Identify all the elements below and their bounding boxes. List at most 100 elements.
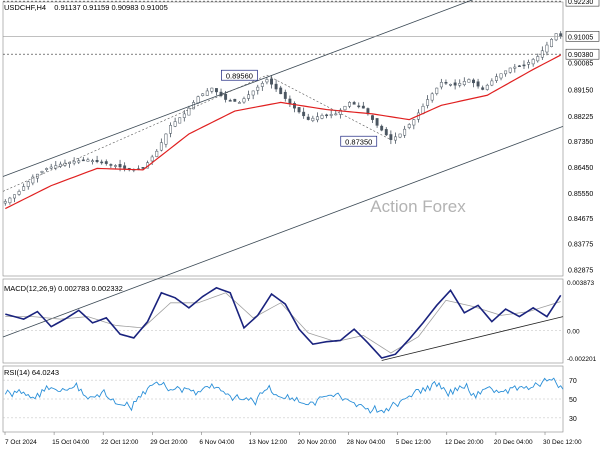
candle-body xyxy=(384,129,388,136)
candle-body xyxy=(306,116,310,120)
candle-body xyxy=(412,119,416,126)
trend-dashed-line xyxy=(2,74,268,192)
candle-body xyxy=(150,156,154,162)
candle-body xyxy=(504,70,508,75)
candle-body xyxy=(554,33,558,41)
moving-average-line xyxy=(5,54,561,210)
candle-body xyxy=(178,117,182,124)
candle-body xyxy=(95,160,99,162)
candle-body xyxy=(22,186,26,191)
watermark: Action Forex xyxy=(370,197,466,216)
price-tick-label: 0.84675 xyxy=(568,216,593,223)
price-tick-label: 0.86450 xyxy=(568,165,593,172)
candle-body xyxy=(182,113,186,118)
candle-body xyxy=(338,109,342,115)
candle-body xyxy=(228,100,232,102)
candle-body xyxy=(394,136,397,141)
candle-body xyxy=(270,78,273,85)
candle-body xyxy=(508,67,512,73)
time-tick-label: 28 Nov 04:00 xyxy=(347,439,386,446)
rsi-tick-label: 50 xyxy=(569,397,577,404)
candle-body xyxy=(77,160,81,163)
candle-body xyxy=(398,133,402,138)
candle-body xyxy=(352,102,356,105)
candle-body xyxy=(559,33,563,37)
candle-body xyxy=(476,81,480,87)
candle-body xyxy=(109,164,113,166)
candle-body xyxy=(210,87,214,92)
macd-signal-line xyxy=(5,292,561,354)
top-level-label: 0.92230 xyxy=(568,0,593,6)
candle-body xyxy=(343,105,347,111)
candle-body xyxy=(237,102,241,104)
candle-body xyxy=(192,102,195,110)
macd-line xyxy=(5,286,562,359)
candle-body xyxy=(375,118,379,126)
candle-body xyxy=(164,133,168,145)
ohlc-text: 0.91137 0.91159 0.90983 0.91005 xyxy=(54,3,168,12)
time-tick-label: 22 Oct 12:00 xyxy=(101,439,139,446)
annotation-box-high xyxy=(221,69,258,81)
candle-body xyxy=(467,79,471,83)
time-tick-label: 5 Dec 12:00 xyxy=(396,439,431,446)
rsi-tick-label: 30 xyxy=(569,416,577,423)
candle-body xyxy=(81,159,85,162)
candle-body xyxy=(462,81,466,85)
chart-symbol-label: USDCHF,H4 0.91137 0.91159 0.90983 0.9100… xyxy=(4,3,168,12)
candle-body xyxy=(3,201,7,204)
candle-body xyxy=(279,87,283,95)
price-tick-label: 0.85550 xyxy=(568,191,593,198)
candle-body xyxy=(517,65,521,67)
candle-body xyxy=(26,181,30,187)
candle-body xyxy=(288,98,292,104)
macd-title: MACD(12,26,9) 0.002783 0.002332 xyxy=(4,284,123,293)
annotation-box-low xyxy=(340,135,378,147)
candle-body xyxy=(494,76,498,81)
candle-body xyxy=(118,164,122,168)
macd-trendline xyxy=(381,316,564,361)
candle-body xyxy=(444,81,448,84)
candle-body xyxy=(256,86,260,91)
top-level-tag-box xyxy=(565,0,600,7)
candle-body xyxy=(63,162,67,166)
candle-body xyxy=(361,105,365,109)
price-pane-frame xyxy=(2,1,564,277)
candle-body xyxy=(31,176,35,184)
annotation-label-low: 0.87350 xyxy=(345,137,372,146)
candle-body xyxy=(527,62,531,65)
candle-body xyxy=(458,83,462,86)
candle-body xyxy=(173,121,177,127)
candle-body xyxy=(449,83,452,86)
candle-body xyxy=(472,79,475,84)
candle-body xyxy=(274,83,278,90)
candle-body xyxy=(104,161,108,164)
candle-body xyxy=(17,191,21,195)
candle-body xyxy=(91,160,94,163)
candle-body xyxy=(224,93,228,100)
time-tick-label: 13 Nov 12:00 xyxy=(248,439,287,446)
candle-body xyxy=(430,93,434,101)
retrace-dashed-line xyxy=(266,74,392,140)
candle-body xyxy=(214,88,218,93)
time-tick-label: 29 Oct 20:00 xyxy=(150,439,188,446)
candle-body xyxy=(49,166,53,169)
macd-tick-label: 0.00 xyxy=(567,328,580,335)
candle-body xyxy=(371,115,374,120)
time-tick-label: 20 Dec 04:00 xyxy=(494,439,533,446)
candle-body xyxy=(320,115,324,119)
candle-body xyxy=(297,107,301,113)
candle-body xyxy=(141,167,145,169)
candle-body xyxy=(334,113,338,116)
candle-body xyxy=(247,94,251,99)
candle-body xyxy=(205,90,209,96)
candle-body xyxy=(265,79,269,83)
rsi-line xyxy=(4,377,564,414)
price-tick-label: 0.89150 xyxy=(568,88,593,95)
price-tag-box xyxy=(565,30,600,42)
candle-body xyxy=(293,103,296,109)
time-tick-label: 6 Nov 04:00 xyxy=(199,439,234,446)
price-tick-label: 0.90380 xyxy=(568,52,593,59)
candle-body xyxy=(196,96,200,104)
candle-body xyxy=(233,98,237,102)
